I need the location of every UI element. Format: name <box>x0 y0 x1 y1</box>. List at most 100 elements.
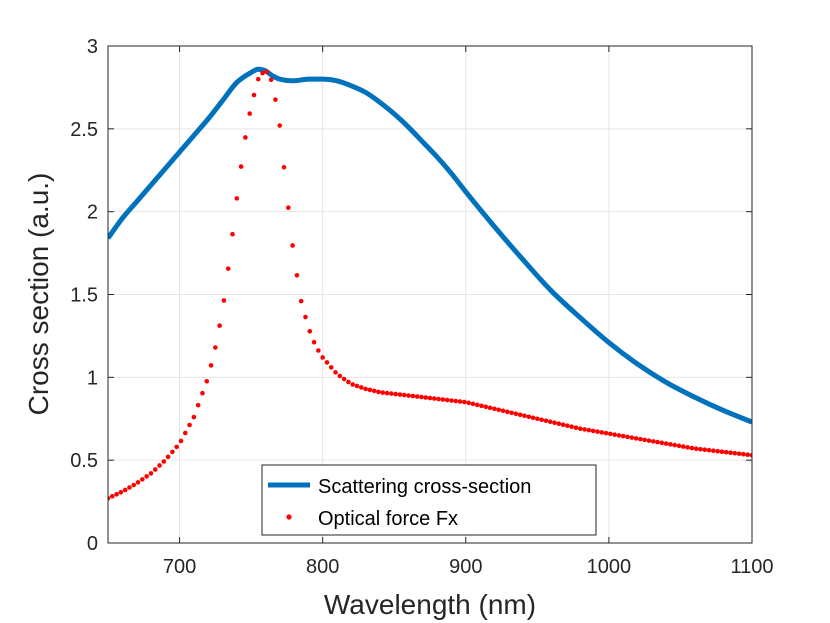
optical-force-point <box>303 314 308 320</box>
optical-force-point <box>444 397 450 403</box>
optical-force-point <box>608 431 613 437</box>
optical-force-point <box>513 411 519 417</box>
optical-force-point <box>681 444 686 449</box>
optical-force-point <box>565 423 570 429</box>
optical-force-point <box>108 495 111 501</box>
optical-force-point <box>174 444 179 450</box>
optical-force-point <box>397 392 403 397</box>
optical-force-point <box>281 164 287 170</box>
y-tick-label: 3 <box>87 36 98 58</box>
optical-force-point <box>401 392 407 398</box>
optical-force-point <box>135 480 141 485</box>
optical-force-point <box>191 414 197 420</box>
optical-force-point <box>290 243 295 248</box>
tick-labels: 700 800 900 1000 1100 0 0.5 1 1.5 2 2.5 3 <box>70 36 773 578</box>
optical-force-point <box>693 446 699 452</box>
optical-force-point <box>114 491 119 497</box>
optical-force-point <box>337 373 343 379</box>
optical-force-point <box>457 399 463 404</box>
optical-force-point <box>556 421 562 427</box>
optical-force-point <box>504 409 510 415</box>
optical-force-point <box>376 389 381 395</box>
legend-box <box>261 464 597 536</box>
optical-force-point <box>328 365 334 370</box>
optical-force-point <box>354 383 360 389</box>
y-tick-label: 1.5 <box>70 285 98 307</box>
legend: Scattering cross-section Optical force F… <box>261 464 597 536</box>
y-tick-label: 2.5 <box>70 119 98 141</box>
optical-force-point <box>487 405 493 411</box>
optical-force-point <box>178 438 184 444</box>
optical-force-point <box>225 266 231 271</box>
optical-force-point <box>741 451 746 457</box>
optical-force-point <box>406 393 411 398</box>
optical-force-point <box>655 439 660 445</box>
x-tick-label: 900 <box>449 556 482 578</box>
optical-force-point <box>663 441 669 446</box>
optical-force-point <box>152 467 158 472</box>
optical-force-point <box>436 396 441 402</box>
x-tick-label: 700 <box>163 556 196 578</box>
optical-force-point <box>208 363 214 368</box>
optical-force-point <box>599 430 605 435</box>
optical-force-point <box>453 398 459 404</box>
optical-force-point <box>547 419 553 425</box>
optical-force-point <box>294 272 300 278</box>
optical-force-point <box>127 485 132 490</box>
optical-force-point <box>517 412 523 418</box>
optical-force-point <box>380 390 386 395</box>
optical-force-point <box>702 447 708 453</box>
optical-force-point <box>728 450 733 456</box>
optical-force-point <box>470 401 476 407</box>
optical-force-point <box>732 450 738 456</box>
optical-force-point <box>582 427 587 432</box>
x-tick-label: 1000 <box>587 556 632 578</box>
optical-force-point <box>363 386 368 392</box>
optical-force-point <box>200 390 205 396</box>
optical-force-point <box>530 415 536 421</box>
optical-force-point <box>462 399 467 405</box>
optical-force-point <box>466 400 471 406</box>
optical-force-point <box>230 231 235 237</box>
optical-force-point <box>719 449 725 455</box>
optical-force-point <box>642 437 647 443</box>
optical-force-point <box>170 449 175 455</box>
optical-force-point <box>646 438 652 443</box>
optical-force-point <box>182 430 188 436</box>
optical-force-point <box>384 390 390 396</box>
optical-force-point <box>440 397 446 402</box>
optical-force-point <box>195 402 201 408</box>
optical-force-point <box>676 443 682 449</box>
optical-force-point <box>346 379 351 385</box>
series-layer <box>108 66 752 501</box>
optical-force-point <box>590 428 596 434</box>
optical-force-point <box>685 445 690 450</box>
optical-force-point <box>479 403 484 409</box>
optical-force-point <box>638 436 643 442</box>
optical-force-point <box>389 391 394 396</box>
optical-force-point <box>449 398 454 403</box>
optical-force-point <box>109 493 115 499</box>
optical-force-point <box>157 463 162 468</box>
optical-force-point <box>307 328 313 334</box>
optical-force-point <box>333 370 338 375</box>
optical-force-point <box>423 395 429 400</box>
optical-force-point <box>410 393 416 399</box>
legend-label-scattering: Scattering cross-section <box>318 476 531 498</box>
optical-force-point <box>371 388 377 394</box>
optical-force-point <box>414 394 420 399</box>
optical-force-point <box>659 440 665 446</box>
optical-force-point <box>543 418 549 424</box>
optical-force-point <box>359 385 364 390</box>
optical-force-point <box>213 345 218 350</box>
optical-force-point <box>616 433 622 438</box>
x-axis-title: Wavelength (nm) <box>324 589 536 620</box>
legend-dot-swatch <box>286 514 292 520</box>
optical-force-point <box>144 474 149 479</box>
optical-force-point <box>509 410 514 416</box>
optical-force-point <box>324 360 330 365</box>
optical-force-point <box>118 490 124 495</box>
optical-force-point <box>286 205 291 210</box>
optical-force-point <box>573 425 579 430</box>
optical-force-point <box>526 414 532 420</box>
